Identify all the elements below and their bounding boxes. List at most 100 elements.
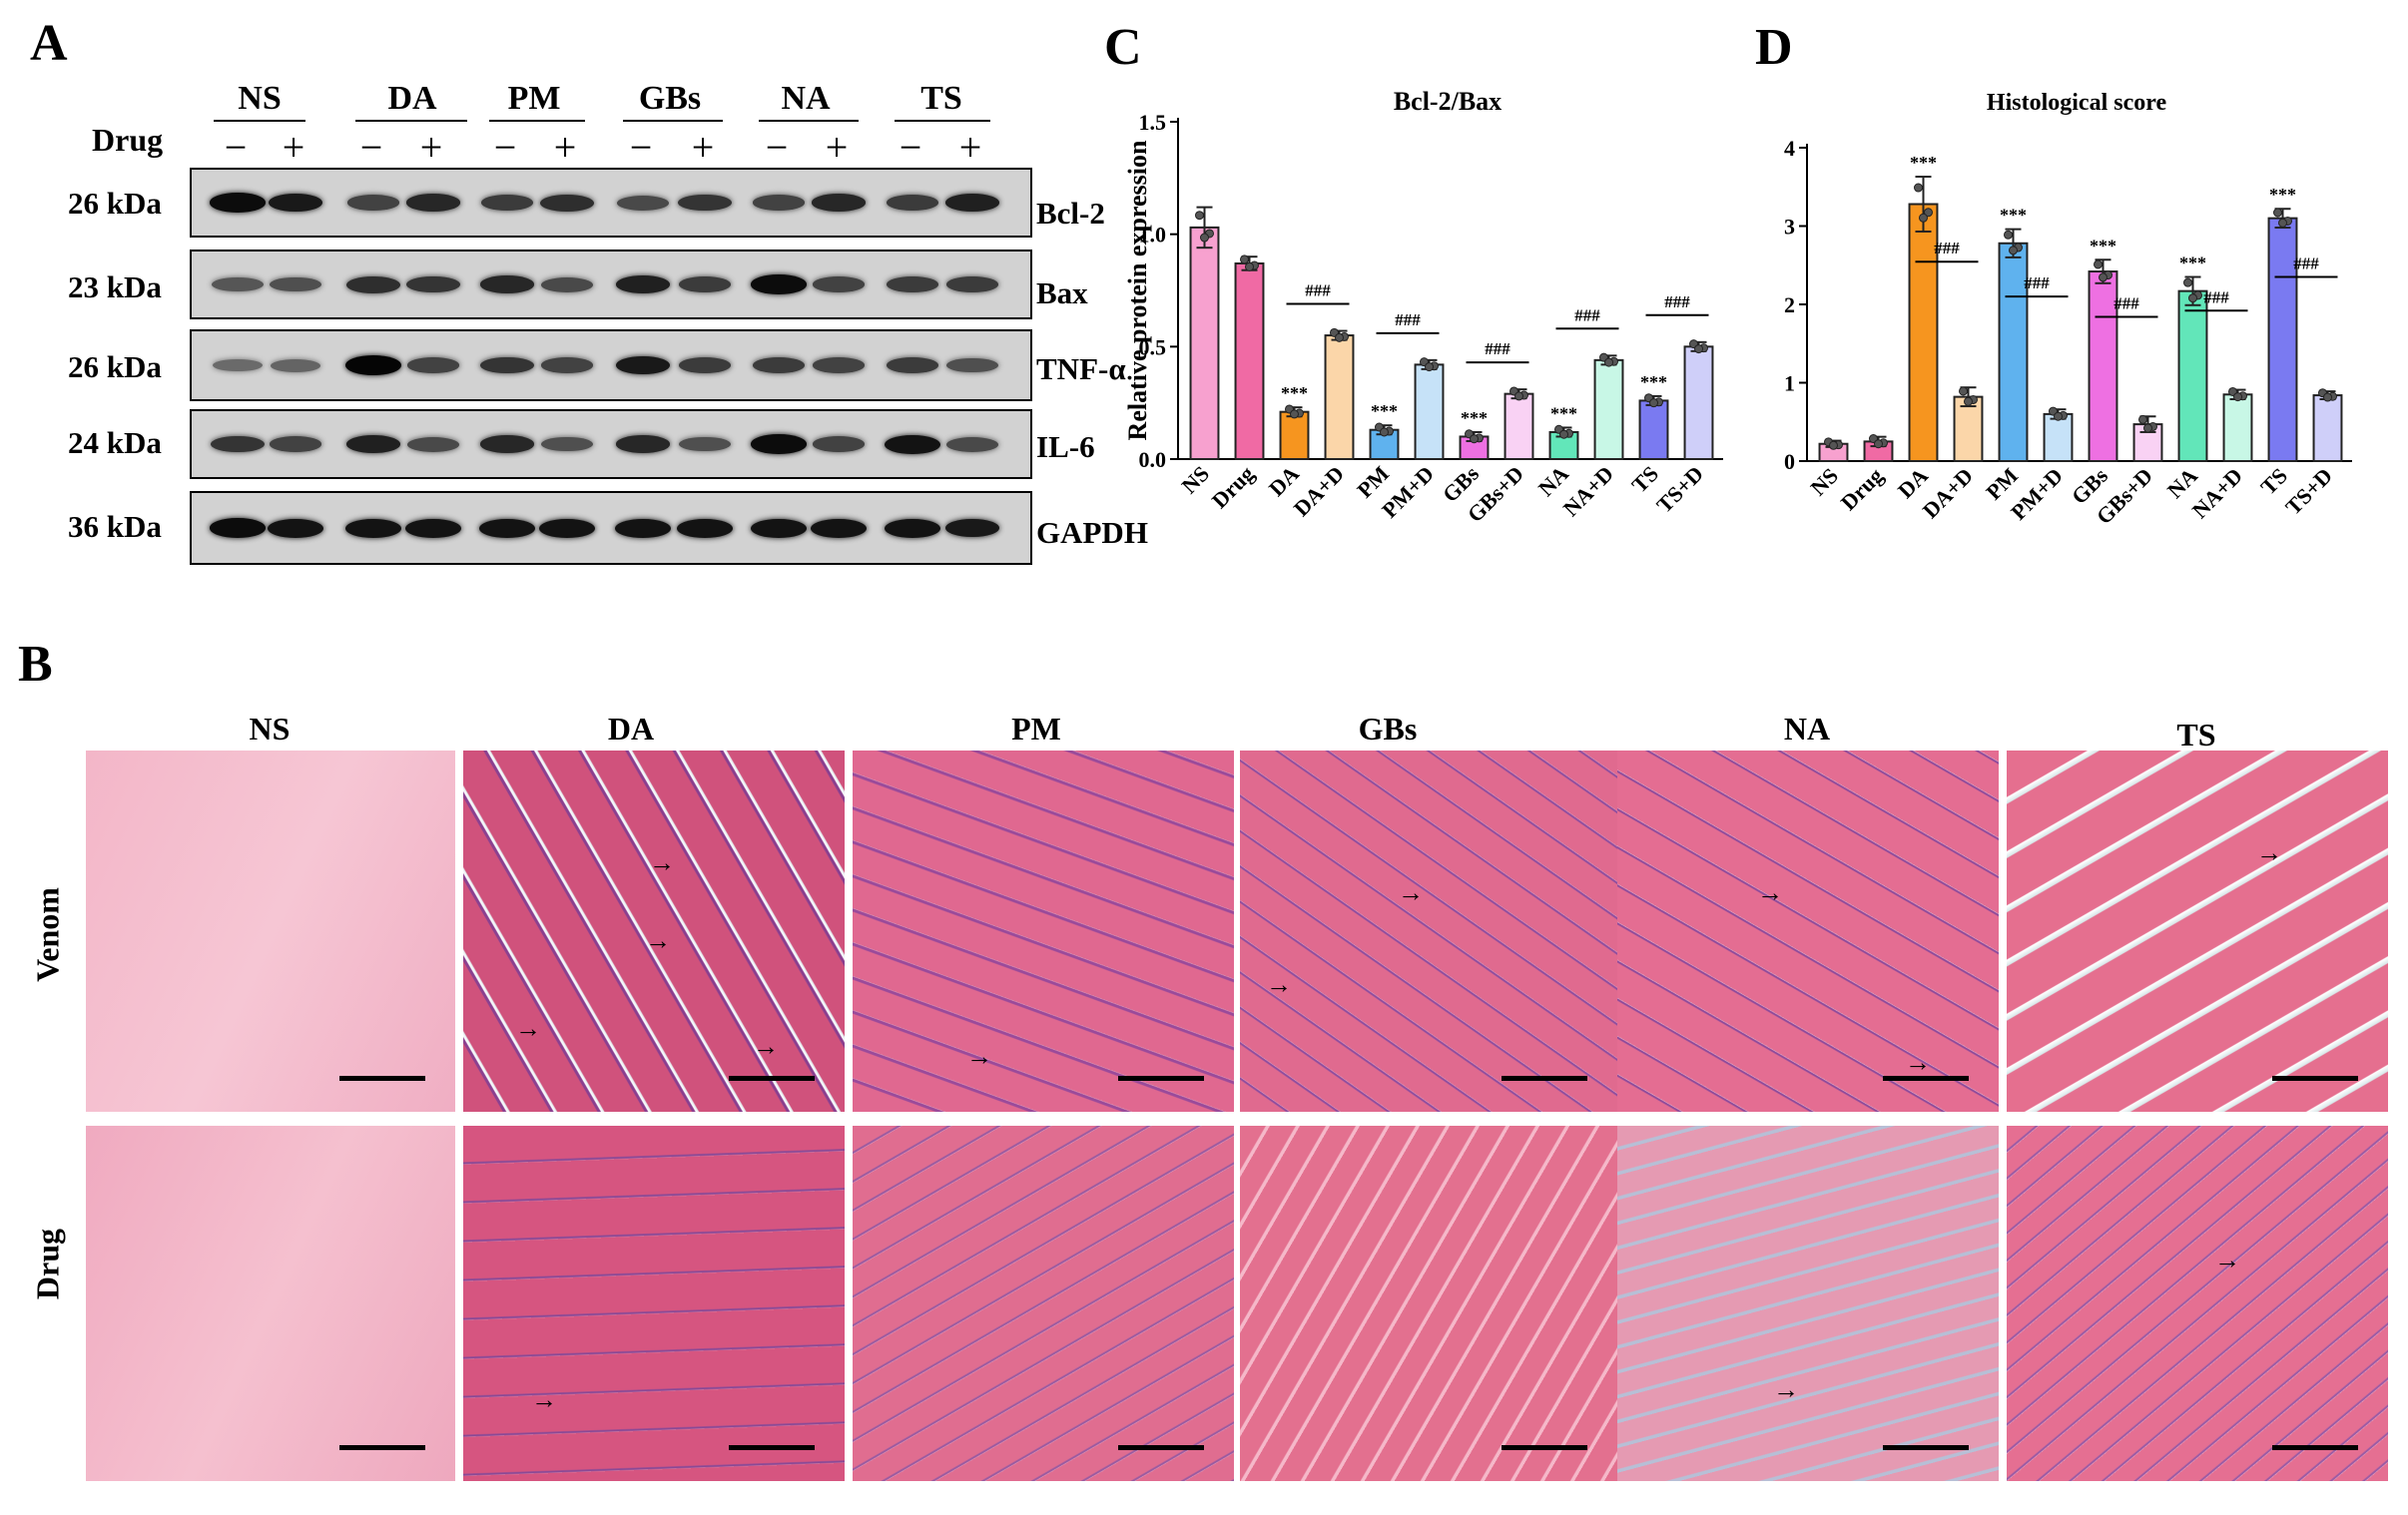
- blot-group-label: NS: [238, 80, 282, 117]
- blot-band: [678, 357, 732, 373]
- data-point: [1919, 213, 1928, 223]
- comparison-label: ###: [1934, 239, 1960, 257]
- data-point: [1240, 254, 1249, 264]
- blot-band: [677, 518, 733, 538]
- blot-band: [479, 518, 535, 538]
- data-point: [1290, 409, 1299, 419]
- data-point: [1694, 344, 1703, 354]
- blot-band: [945, 276, 999, 292]
- arrow-icon: →: [966, 1042, 992, 1071]
- blot-band: [751, 434, 807, 454]
- data-point: [1470, 434, 1479, 444]
- blot-band: [269, 436, 322, 452]
- arrow-icon: →: [2256, 838, 2282, 867]
- bar: [2043, 412, 2074, 462]
- data-point: [2099, 272, 2107, 282]
- arrow-icon: →: [1398, 878, 1424, 907]
- scale-bar: [1883, 1076, 1969, 1081]
- bar: [2267, 217, 2298, 462]
- bar: [1234, 261, 1265, 460]
- blot-band: [406, 194, 460, 212]
- bar: [2222, 393, 2253, 462]
- protein-label: IL-6: [1036, 429, 1095, 464]
- x-tick-label: NA+D: [1558, 461, 1618, 521]
- blot-band: [811, 518, 867, 538]
- protein-label: Bcl-2: [1036, 196, 1105, 231]
- scale-bar: [1502, 1076, 1587, 1081]
- blot-band: [885, 434, 940, 454]
- kda-label: 23 kDa: [68, 269, 162, 304]
- blot-band: [615, 355, 671, 375]
- data-point: [1245, 261, 1254, 271]
- y-tick-label: 0.0: [1139, 447, 1167, 472]
- blot-band: [407, 436, 459, 452]
- scale-bar: [729, 1445, 815, 1450]
- blot-band: [480, 435, 534, 453]
- arrow-icon: →: [649, 848, 675, 877]
- significance-stars: ***: [1371, 401, 1398, 421]
- x-tick-label: TS: [2255, 463, 2292, 500]
- blot-band: [812, 436, 866, 452]
- data-point: [1195, 211, 1204, 221]
- histology-image: [463, 751, 845, 1112]
- histology-image: [86, 1126, 455, 1481]
- histo-row-title: Venom: [29, 887, 66, 982]
- y-tick-label: 1.5: [1139, 110, 1167, 135]
- blot-band: [886, 195, 939, 211]
- data-point: [2183, 277, 2192, 287]
- bcl2-bax-chart: Bcl-2/Bax Relative protein expression 0.0 0…: [1123, 87, 1723, 527]
- y-tick-label: 1.0: [1139, 223, 1167, 248]
- plus-sign: +: [282, 125, 305, 170]
- significance-stars: ***: [2179, 253, 2206, 273]
- x-tick-label: TS: [1626, 461, 1663, 498]
- data-point: [1514, 391, 1523, 401]
- blot-group-label: DA: [387, 80, 437, 117]
- histo-col-title: GBs: [1358, 711, 1418, 747]
- blot-band: [213, 358, 263, 372]
- x-tick-label: Drug: [1207, 461, 1259, 513]
- bar: [1189, 226, 1220, 460]
- blot-band: [678, 276, 732, 292]
- arrow-icon: →: [2214, 1246, 2240, 1274]
- plus-sign: +: [553, 125, 577, 170]
- kda-label: 36 kDa: [68, 509, 162, 544]
- blot-band: [480, 356, 534, 374]
- blot-band: [944, 194, 1000, 212]
- histo-row-title: Drug: [29, 1228, 66, 1300]
- blot-group-label: GBs: [638, 80, 702, 117]
- arrow-icon: →: [1266, 970, 1292, 999]
- data-point: [1914, 183, 1923, 193]
- data-point: [1380, 427, 1389, 437]
- arrow-icon: →: [1773, 1375, 1799, 1404]
- blot-band: [678, 194, 732, 212]
- blot-band: [480, 275, 534, 293]
- blot-band: [268, 193, 323, 213]
- blot-band: [540, 357, 594, 373]
- data-point: [1874, 439, 1883, 449]
- blot-band: [751, 518, 807, 538]
- arrow-icon: →: [645, 926, 671, 955]
- significance-stars: ***: [2269, 185, 2296, 205]
- bar: [2088, 270, 2118, 462]
- data-point: [2188, 293, 2197, 303]
- histology-image: [1240, 1126, 1617, 1481]
- blot-band: [406, 275, 460, 293]
- blot-band: [886, 276, 939, 292]
- blot-group-label: NA: [781, 80, 831, 117]
- group-underline: [895, 120, 990, 122]
- arrow-icon: →: [1757, 878, 1783, 907]
- histology-image: [2007, 1126, 2388, 1481]
- x-tick-label: PM+D: [1377, 461, 1439, 523]
- blot-band: [270, 358, 321, 372]
- blot-strip-bcl2: [190, 168, 1032, 238]
- y-tick-label: 1: [1784, 371, 1795, 396]
- data-point: [1200, 233, 1209, 243]
- blot-band: [540, 194, 594, 212]
- histology-image: [853, 751, 1234, 1112]
- data-point: [1829, 440, 1838, 450]
- histology-image: [1617, 1126, 1999, 1481]
- blot-strip-gapdh: [190, 491, 1032, 565]
- blot-band: [345, 435, 401, 453]
- minus-sign: −: [899, 125, 922, 170]
- blot-group-label: TS: [920, 80, 962, 117]
